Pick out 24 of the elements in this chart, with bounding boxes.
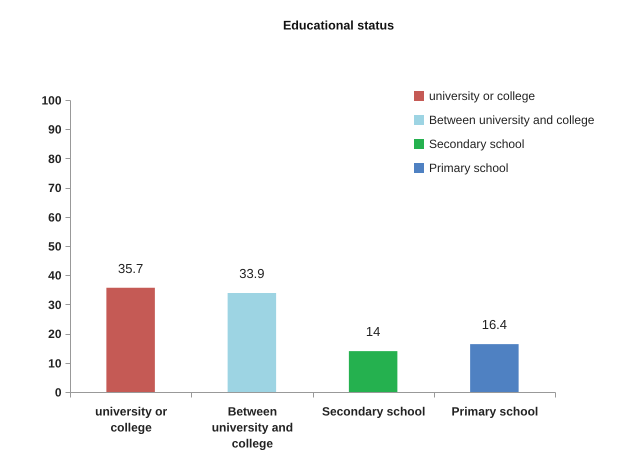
- y-tick-label: 10: [48, 356, 62, 370]
- y-tick-label: 30: [48, 298, 62, 312]
- legend-label: Primary school: [429, 161, 508, 175]
- y-tick-label: 0: [54, 386, 62, 400]
- legend-label: university or college: [429, 89, 536, 103]
- x-tick-label: Secondary school: [322, 404, 426, 418]
- y-tick-label: 20: [48, 327, 62, 342]
- y-tick-label: 80: [48, 152, 62, 166]
- legend-label: Secondary school: [429, 137, 524, 151]
- data-label: 14: [366, 324, 380, 340]
- y-tick-label: 50: [48, 240, 62, 254]
- data-label: 33.9: [239, 266, 265, 282]
- x-tick-label: university or college: [95, 404, 168, 434]
- y-tick-label: 40: [48, 268, 62, 283]
- x-tick-label: Between university and college: [212, 404, 294, 450]
- data-label: 35.7: [118, 260, 144, 276]
- x-tick-label: Primary school: [452, 404, 538, 418]
- y-tick-label: 90: [48, 122, 62, 137]
- y-tick-label: 100: [41, 94, 62, 108]
- chart-title: Educational status: [282, 18, 394, 32]
- y-tick-label: 60: [48, 210, 62, 224]
- y-tick-label: 70: [48, 181, 62, 196]
- data-label: 16.4: [482, 317, 508, 332]
- legend-label: Between university and college: [429, 113, 595, 127]
